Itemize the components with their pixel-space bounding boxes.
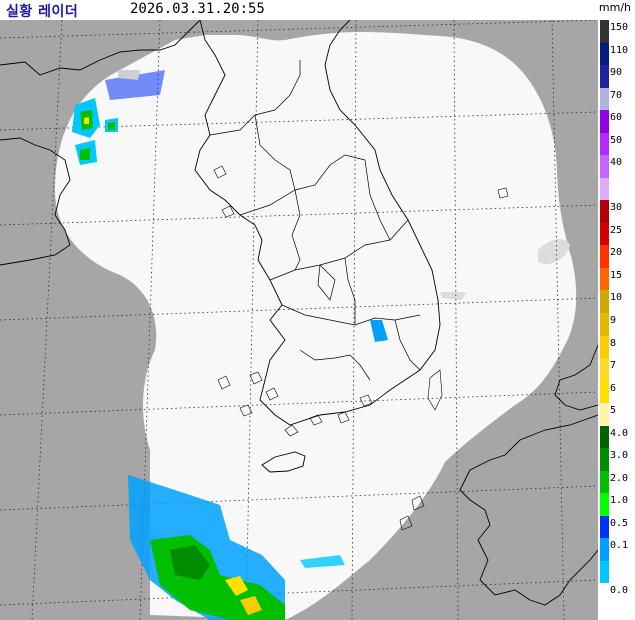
legend-label: 10 bbox=[610, 292, 623, 304]
rain-rate-legend: 150 110 90 70 60 50 40 30 25 20 15 10 9 8 7 6 5 4.0 3.0 2.0… bbox=[598, 20, 635, 606]
legend-row: 110 bbox=[598, 42, 635, 66]
legend-label: 30 bbox=[610, 202, 623, 214]
legend-row: 40 bbox=[598, 155, 635, 178]
islands bbox=[213, 165, 509, 531]
legend-row: 60 bbox=[598, 110, 635, 133]
legend-row bbox=[598, 177, 635, 201]
legend-label: 25 bbox=[610, 224, 623, 236]
legend-row: 5 bbox=[598, 403, 635, 426]
legend-swatch bbox=[600, 132, 609, 156]
legend-swatch bbox=[600, 538, 609, 561]
legend-row: 2.0 bbox=[598, 470, 635, 494]
legend-swatch bbox=[600, 20, 609, 43]
legend-label: 7 bbox=[610, 360, 617, 372]
legend-swatch bbox=[600, 42, 609, 66]
legend-row: 50 bbox=[598, 132, 635, 156]
legend-swatch bbox=[600, 493, 609, 516]
legend-swatch bbox=[600, 65, 609, 88]
legend-label: 9 bbox=[610, 315, 617, 326]
legend-row bbox=[598, 560, 635, 584]
legend-label: 1.0 bbox=[610, 495, 629, 507]
legend-swatch bbox=[600, 470, 609, 494]
legend-swatch bbox=[600, 515, 609, 539]
legend-row: 10 bbox=[598, 290, 635, 313]
legend-row: 90 bbox=[598, 65, 635, 88]
legend-label: 8 bbox=[610, 337, 617, 349]
legend-label: 2.0 bbox=[610, 472, 629, 484]
legend-label: 40 bbox=[610, 157, 623, 169]
radar-coverage-area bbox=[55, 32, 577, 620]
legend-label: 50 bbox=[610, 134, 623, 146]
legend-row: 3.0 bbox=[598, 448, 635, 471]
precip-echoes bbox=[72, 70, 388, 620]
legend-row: 0.0 bbox=[598, 583, 635, 606]
legend-row: 20 bbox=[598, 245, 635, 268]
legend-label: 15 bbox=[610, 269, 623, 281]
legend-label: 0.1 bbox=[610, 540, 629, 552]
legend-row: 7 bbox=[598, 358, 635, 381]
legend-swatch bbox=[600, 245, 609, 268]
legend-swatch bbox=[600, 290, 609, 313]
legend-label: 5 bbox=[610, 405, 617, 417]
sea-echo bbox=[538, 238, 570, 265]
legend-swatch bbox=[600, 313, 609, 336]
legend-row: 30 bbox=[598, 200, 635, 223]
legend-label: 150 bbox=[610, 22, 629, 33]
legend-row: 8 bbox=[598, 335, 635, 359]
legend-swatch bbox=[600, 358, 609, 381]
echo-clutter bbox=[118, 70, 140, 80]
legend-row: 4.0 bbox=[598, 425, 635, 449]
legend-row: 70 bbox=[598, 87, 635, 111]
legend-swatch bbox=[600, 177, 609, 201]
legend-label: 0.5 bbox=[610, 517, 629, 529]
echo-moderate bbox=[108, 122, 115, 130]
echo-moderate bbox=[80, 148, 90, 160]
legend-swatch bbox=[600, 403, 609, 426]
echo-strong bbox=[84, 117, 89, 124]
legend-label: 70 bbox=[610, 89, 623, 101]
province-borders bbox=[209, 60, 421, 381]
radar-title: 실황 레이더 bbox=[6, 4, 79, 20]
legend-swatch bbox=[600, 425, 609, 449]
legend-swatch bbox=[600, 110, 609, 133]
legend-swatch bbox=[600, 155, 609, 178]
legend-label: 4.0 bbox=[610, 427, 629, 439]
legend-swatch bbox=[600, 87, 609, 111]
legend-unit: mm/h bbox=[598, 1, 631, 14]
legend-label: 3.0 bbox=[610, 450, 629, 462]
legend-swatch bbox=[600, 560, 609, 584]
legend-row: 1.0 bbox=[598, 493, 635, 516]
legend-swatch bbox=[600, 267, 609, 291]
header-bar: 실황 레이더 2026.03.31.20:55 bbox=[0, 0, 598, 20]
legend-label: 60 bbox=[610, 112, 623, 124]
legend-row: 0.1 bbox=[598, 538, 635, 561]
echo-strong bbox=[240, 596, 262, 615]
legend-swatch bbox=[600, 380, 609, 404]
echo-light bbox=[370, 320, 388, 342]
legend-swatch bbox=[600, 448, 609, 471]
observation-timestamp: 2026.03.31.20:55 bbox=[130, 1, 265, 17]
legend-label: 20 bbox=[610, 247, 623, 259]
legend-swatch bbox=[600, 335, 609, 359]
legend-row: 15 bbox=[598, 267, 635, 291]
legend-row: 25 bbox=[598, 222, 635, 246]
legend-row: 6 bbox=[598, 380, 635, 404]
legend-label: 110 bbox=[610, 44, 629, 56]
echo-strong bbox=[225, 576, 248, 596]
legend-row: 9 bbox=[598, 313, 635, 336]
legend-label: 0.0 bbox=[610, 585, 629, 597]
legend-label: 90 bbox=[610, 67, 623, 79]
legend-swatch bbox=[600, 583, 609, 606]
legend-row: 150 bbox=[598, 20, 635, 43]
legend-label: 6 bbox=[610, 382, 617, 394]
radar-map[interactable] bbox=[0, 20, 598, 620]
legend-row: 0.5 bbox=[598, 515, 635, 539]
sea-echo bbox=[440, 292, 466, 300]
coastlines bbox=[0, 20, 598, 606]
echo-trace bbox=[300, 555, 345, 568]
legend-swatch bbox=[600, 200, 609, 223]
legend-swatch bbox=[600, 222, 609, 246]
echo-heavy bbox=[170, 545, 210, 580]
